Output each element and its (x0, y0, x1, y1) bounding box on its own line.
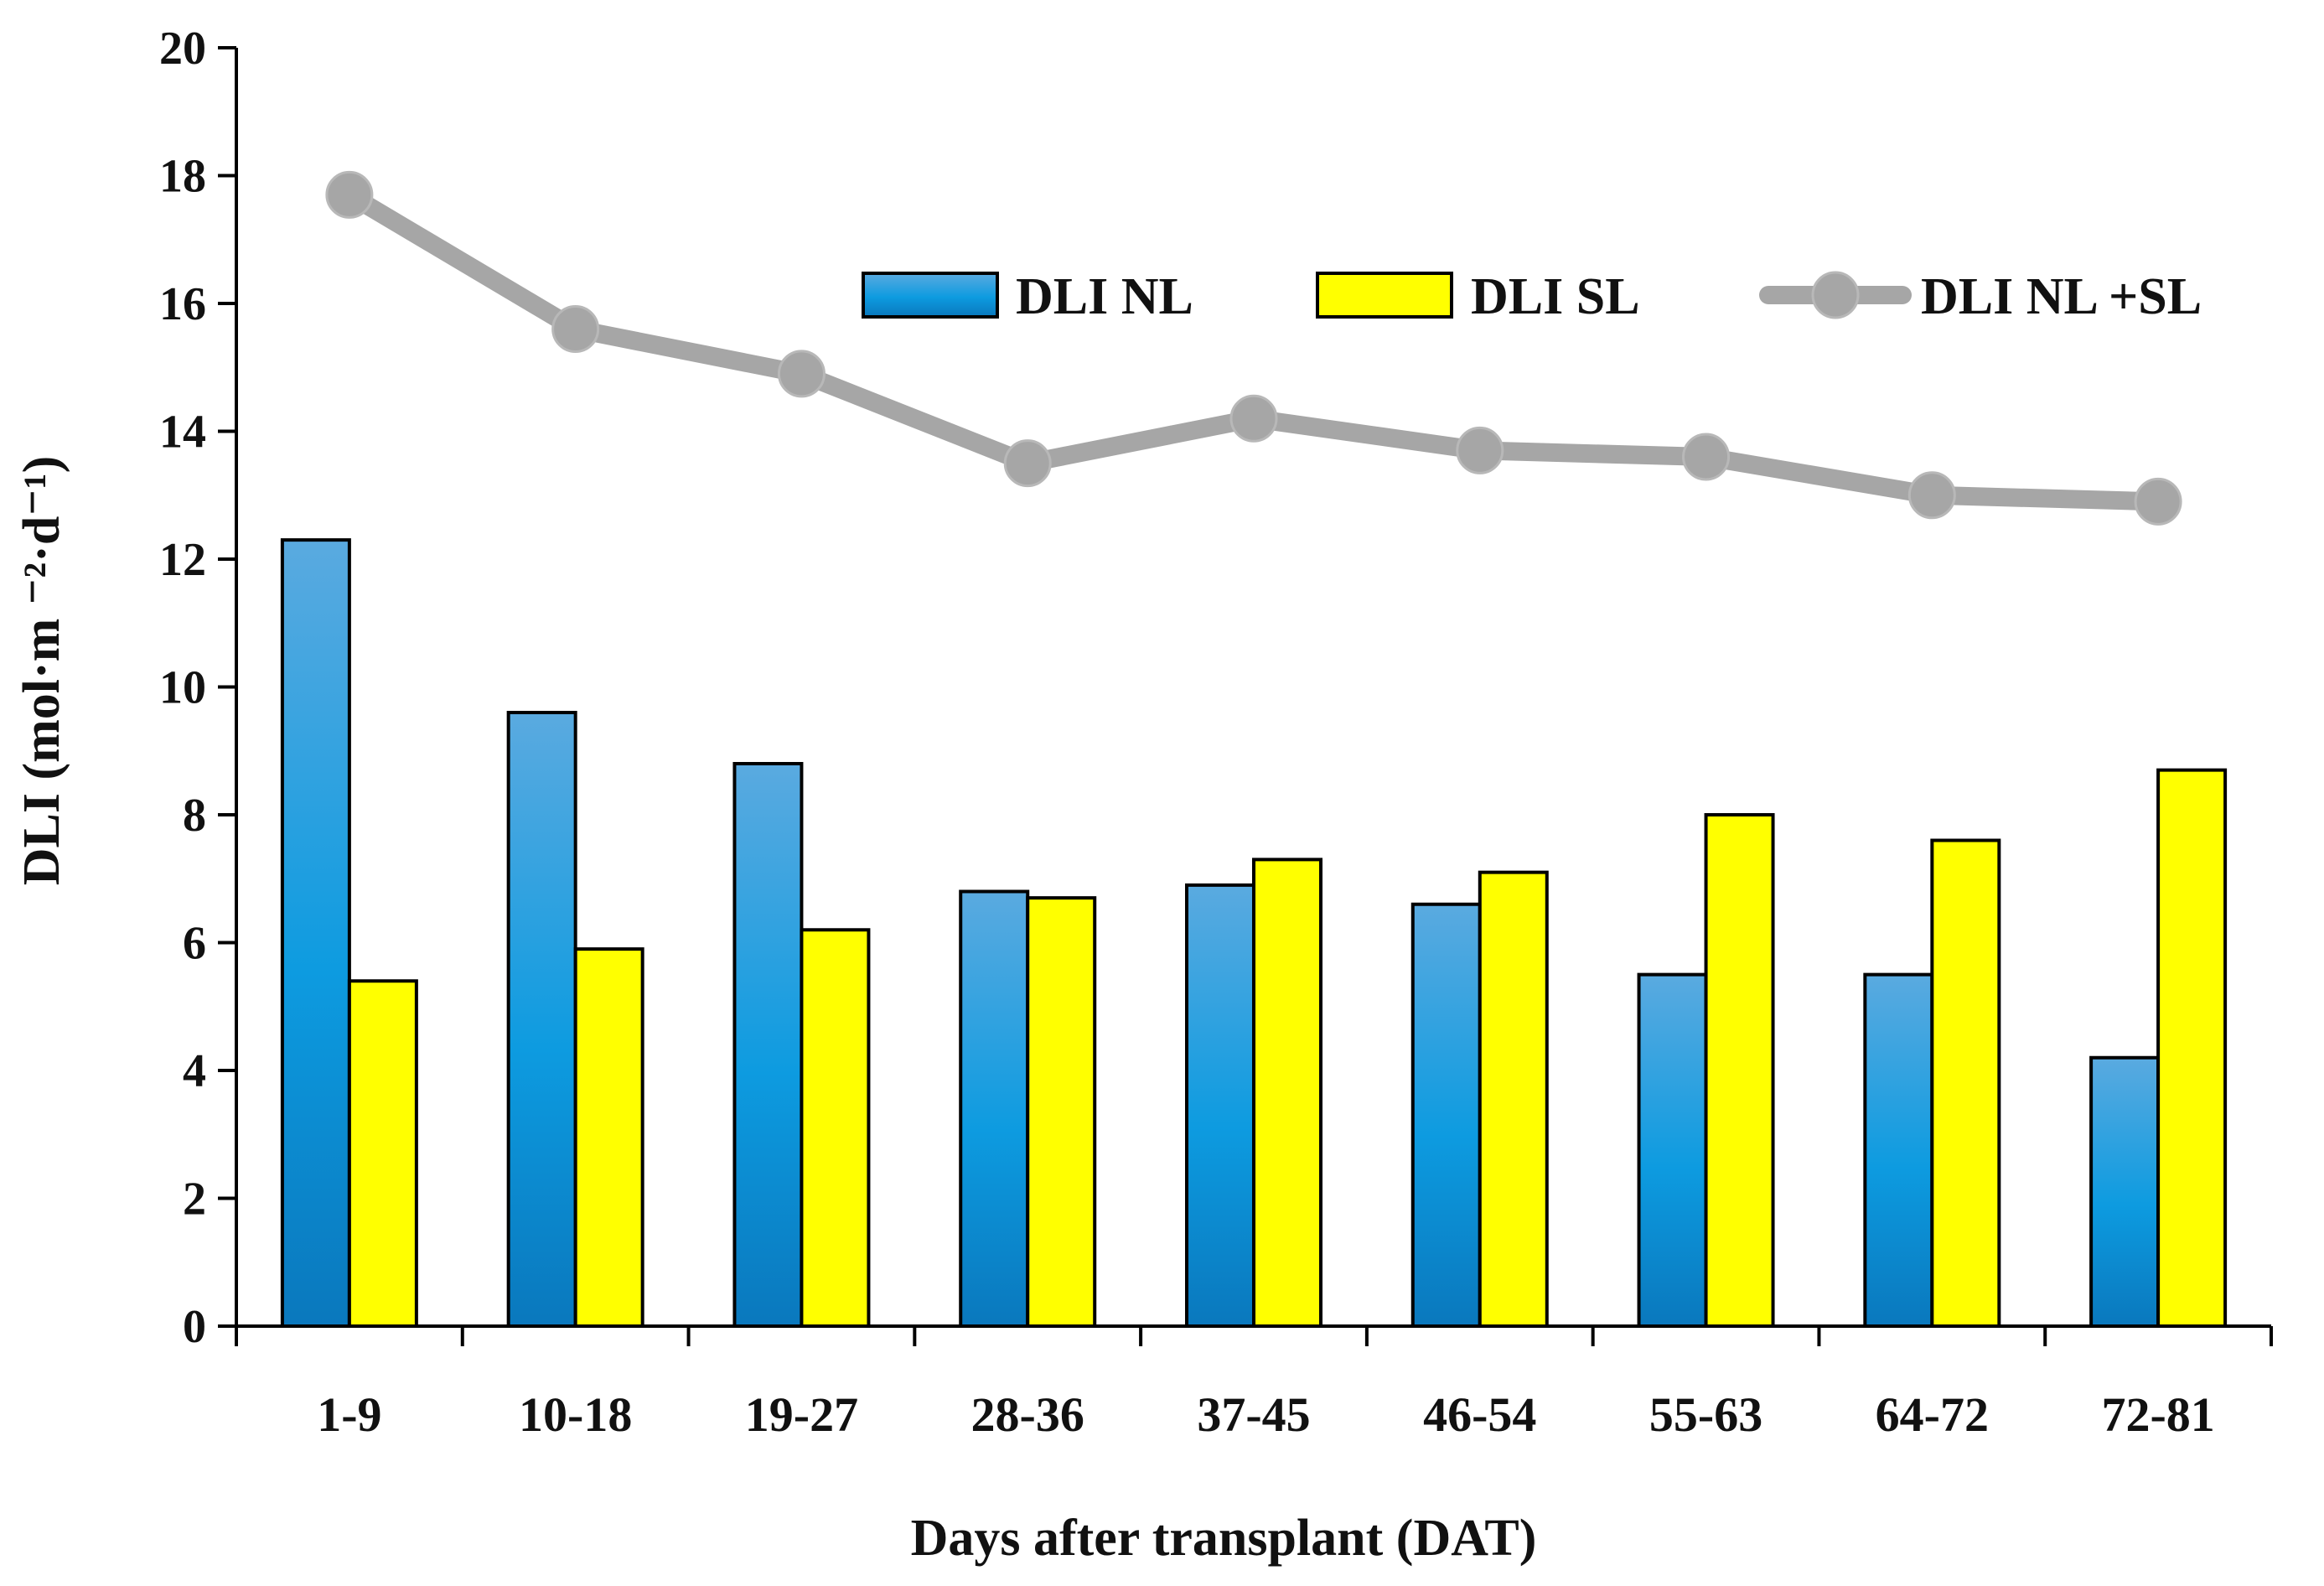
line-point-dli-nl-sl (777, 350, 826, 398)
legend-marker-dli-nl-sl (1811, 271, 1860, 319)
line-point-dli-nl-sl (1907, 471, 1956, 520)
x-tick-label: 19-27 (745, 1387, 858, 1442)
line-dli-nl-sl (339, 185, 2168, 511)
x-tick-label: 72-81 (2101, 1387, 2214, 1442)
legend-swatch-dli-sl (1316, 272, 1453, 319)
line-point-dli-nl-sl (1229, 394, 1278, 443)
bar-dli-sl (1478, 870, 1549, 1328)
y-tick-label: 6 (183, 918, 206, 970)
bar-dli-nl (506, 711, 577, 1328)
y-tick-label: 2 (183, 1174, 206, 1226)
y-tick-label: 14 (159, 407, 206, 459)
bar-dli-nl (1185, 883, 1255, 1328)
legend-label-dli-nl-sl: DLI NL +SL (1921, 268, 2202, 325)
x-tick-label: 28-36 (971, 1387, 1084, 1442)
bar-dli-nl (280, 538, 351, 1328)
bar-dli-nl (1410, 902, 1482, 1328)
x-tick-label: 64-72 (1876, 1387, 1989, 1442)
y-tick-label: 10 (159, 662, 206, 714)
y-tick-label: 4 (183, 1045, 206, 1097)
x-tick-label: 37-45 (1197, 1387, 1310, 1442)
x-tick-label: 10-18 (519, 1387, 632, 1442)
bar-dli-sl (1930, 838, 2001, 1328)
x-tick-label: 46-54 (1423, 1387, 1536, 1442)
line-point-dli-nl-sl (325, 170, 374, 219)
x-tick-label: 55-63 (1649, 1387, 1762, 1442)
bars-layer (280, 538, 2228, 1328)
line-point-dli-nl-sl (551, 305, 600, 353)
legend: DLI NL DLI SL DLI NL +SL (862, 268, 2202, 325)
x-tick-label: 1-9 (317, 1387, 381, 1442)
bar-dli-nl (1863, 972, 1934, 1328)
line-point-dli-nl-sl (2134, 477, 2182, 526)
labels-layer: Days after transplant (DAT) DLI (mol·m ⁻… (13, 23, 2215, 1567)
legend-label-dli-nl: DLI NL (1016, 268, 1193, 325)
legend-label-dli-sl: DLI SL (1471, 268, 1640, 325)
line-layer (325, 170, 2182, 526)
y-tick-label: 20 (159, 23, 206, 75)
bar-dli-nl (732, 762, 804, 1328)
line-point-dli-nl-sl (1682, 433, 1731, 481)
legend-swatch-dli-nl (862, 272, 999, 319)
bar-dli-nl (959, 889, 1030, 1328)
line-point-dli-nl-sl (1003, 439, 1052, 488)
y-tick-label: 12 (159, 534, 206, 586)
bar-dli-sl (800, 928, 871, 1328)
y-tick-label: 8 (183, 790, 206, 842)
bar-dli-nl (2089, 1055, 2161, 1328)
bar-dli-sl (2156, 768, 2228, 1328)
line-point-dli-nl-sl (1456, 426, 1504, 474)
y-axis-title: DLI (mol·m ⁻²·d⁻¹) (13, 456, 70, 886)
bar-dli-sl (1704, 813, 1775, 1328)
bar-dli-nl (1637, 972, 1708, 1328)
bar-dli-sl (573, 947, 644, 1328)
y-tick-label: 16 (159, 278, 206, 330)
bar-dli-sl (1252, 858, 1322, 1328)
bar-dli-sl (1026, 896, 1097, 1328)
y-tick-label: 18 (159, 151, 206, 203)
bar-dli-sl (347, 979, 418, 1328)
x-axis-title: Days after transplant (DAT) (911, 1510, 1537, 1567)
y-tick-label: 0 (183, 1301, 206, 1353)
